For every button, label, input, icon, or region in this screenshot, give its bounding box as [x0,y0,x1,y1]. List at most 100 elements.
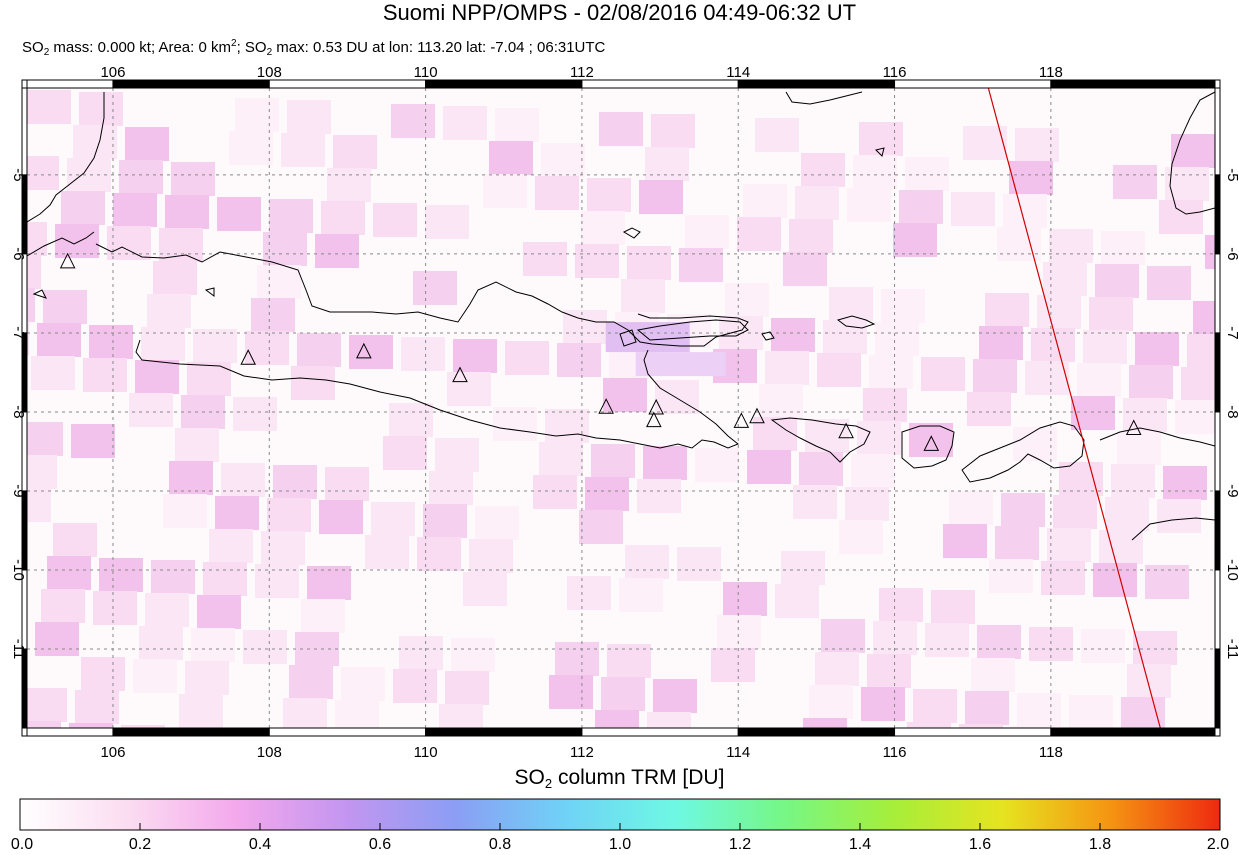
so2-pixel [289,665,333,699]
so2-pixel [61,191,105,225]
so2-pixel [1099,530,1143,564]
so2-pixel [141,327,185,361]
volcano-marker [1125,419,1142,436]
lon-tick-label-top: 118 [1039,64,1063,81]
so2-pixels [27,90,1215,728]
so2-pixel [765,351,809,385]
so2-pixel [203,562,247,596]
so2-pixel [171,162,215,196]
coast-islet-3 [875,147,885,157]
coast-islet-1 [204,287,215,297]
so2-pixel [943,524,987,558]
so2-pixel [27,288,35,322]
so2-pixel [79,92,123,126]
lat-tick-label-left: -6 [10,247,27,260]
volcano-marker [838,422,854,439]
lat-tick-label-right: -7 [1224,326,1239,339]
so2-pixel [139,626,183,660]
so2-pixel [643,446,687,480]
so2-pixel [27,488,51,522]
coastlines [27,91,1215,541]
lat-tick-label-left: -8 [10,405,27,418]
so2-pixel [1145,565,1189,599]
so2-pixel [647,712,691,728]
so2-pixel [973,359,1017,393]
so2-pixel [483,174,527,208]
lon-tick-label-top: 112 [570,64,594,81]
lon-tick-label-bottom: 112 [570,744,594,760]
colorbar-tick-label: 1.8 [1088,836,1112,853]
coast-sumba [1131,517,1215,541]
so2-pixel [153,261,197,295]
so2-map: 106 106 108 108 110 110 112 112 114 114 116 116 118 1… [10,64,1239,760]
so2-pixel [803,718,847,728]
so2-pixel [165,195,209,229]
lon-tick-label-bottom: 118 [1039,744,1063,760]
so2-pixel [27,721,61,728]
colorbar-gradient [19,798,1221,831]
so2-pixel [383,436,427,470]
so2-pixel [365,535,409,569]
so2-pixel [193,329,237,363]
coast-lombok [901,425,955,469]
so2-pixel [899,190,943,224]
so2-pixel [451,638,495,672]
lat-tick-label-left: -7 [10,326,27,339]
so2-pixel [1129,365,1173,399]
so2-pixel [341,667,385,701]
so2-pixel [53,523,97,557]
so2-pixel [151,560,195,594]
so2-pixel [429,471,473,505]
so2-pixel [179,694,223,728]
so2-pixel [905,157,949,191]
volcano-markers [59,252,1142,451]
so2-pixel [145,593,189,627]
so2-pixel [653,679,697,713]
so2-pixel [567,576,611,610]
volcano-marker [452,366,468,383]
colorbar-tick-label: 1.2 [728,836,752,853]
so2-pixel [603,378,647,412]
so2-pixel [1127,664,1171,698]
so2-pixel [27,688,67,722]
so2-pixel [909,423,953,457]
so2-pixel [1011,726,1055,728]
so2-pixel [601,677,645,711]
so2-pixel [921,357,965,391]
so2-pixel [539,442,583,476]
so2-pixel [775,584,819,618]
so2-pixel [591,444,635,478]
so2-pixel [425,205,469,239]
so2-pixel [655,380,699,414]
so2-pixel [99,558,143,592]
so2-pixel [875,322,919,356]
so2-pixel [251,298,295,332]
so2-pixel [209,529,253,563]
coast-sumatra [27,92,105,223]
so2-pixel [257,265,301,299]
so2-pixel [321,201,365,235]
so2-pixel [73,125,117,159]
lat-tick-label-right: -9 [1224,484,1239,497]
so2-pixel [269,199,313,233]
coast-islet-2 [32,289,47,299]
orbit-swath-edge [987,88,1161,728]
so2-pixel [243,630,287,664]
coast-karimunjawa [622,227,641,239]
so2-pixel [1053,495,1097,529]
so2-pixel [743,184,787,218]
so2-pixel [1181,367,1215,401]
so2-pixel [549,675,593,709]
so2-pixel [1089,297,1133,331]
graticule [27,88,1215,728]
volcano-marker [733,412,750,428]
so2-pixel [959,724,1003,728]
so2-pixel [283,698,327,728]
so2-pixel [495,108,539,142]
so2-pixel [829,287,873,321]
so2-pixel [413,271,457,305]
so2-pixel [625,545,669,579]
so2-pixel [41,589,85,623]
so2-pixel [447,372,491,406]
so2-pixel [1121,697,1165,728]
